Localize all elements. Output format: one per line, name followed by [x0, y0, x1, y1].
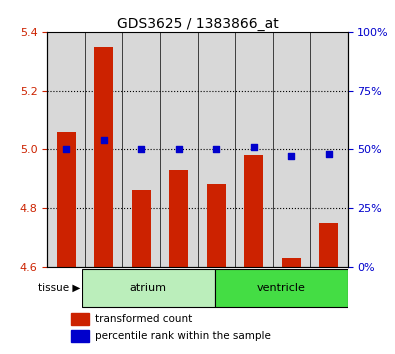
Bar [47, 32, 85, 267]
Point [213, 147, 220, 152]
Bar [310, 32, 348, 267]
FancyBboxPatch shape [215, 269, 348, 307]
Point [288, 153, 295, 159]
Title: GDS3625 / 1383866_at: GDS3625 / 1383866_at [117, 17, 278, 31]
Point [63, 147, 70, 152]
Point [100, 137, 107, 143]
Text: ventricle: ventricle [257, 283, 306, 293]
Bar [169, 170, 188, 267]
Point [251, 144, 257, 150]
FancyBboxPatch shape [82, 269, 215, 307]
Bar [245, 155, 263, 267]
Bar [122, 32, 160, 267]
Bar [282, 258, 301, 267]
Point [175, 147, 182, 152]
Bar [273, 32, 310, 267]
Text: atrium: atrium [130, 283, 167, 293]
Bar [207, 184, 226, 267]
Bar [85, 32, 122, 267]
Point [138, 147, 145, 152]
Bar [71, 313, 89, 325]
Point [326, 151, 332, 157]
Bar [132, 190, 150, 267]
Text: transformed count: transformed count [96, 314, 193, 324]
Bar [198, 32, 235, 267]
Text: percentile rank within the sample: percentile rank within the sample [96, 331, 271, 341]
Bar [235, 32, 273, 267]
Bar [94, 46, 113, 267]
Bar [160, 32, 198, 267]
Bar [320, 223, 338, 267]
Bar [71, 330, 89, 342]
Bar [57, 132, 75, 267]
Text: tissue ▶: tissue ▶ [38, 283, 80, 293]
